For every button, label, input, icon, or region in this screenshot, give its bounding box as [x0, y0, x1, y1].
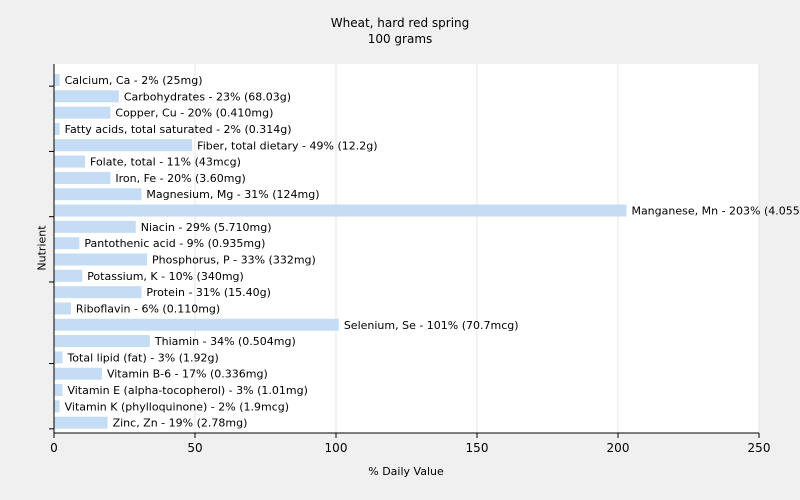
bar	[54, 90, 119, 103]
x-tick-label: 250	[748, 441, 771, 455]
x-tick-label: 0	[50, 441, 58, 455]
bar-label: Pantothenic acid - 9% (0.935mg)	[84, 237, 265, 250]
bar-label: Folate, total - 11% (43mcg)	[90, 156, 241, 169]
bar	[54, 220, 136, 233]
bar	[54, 106, 111, 119]
x-tick-label: 200	[607, 441, 630, 455]
x-tick-label: 100	[325, 441, 348, 455]
chart-title: Wheat, hard red spring	[330, 16, 470, 30]
bar	[54, 318, 339, 331]
x-tick-label: 150	[466, 441, 489, 455]
bar-label: Zinc, Zn - 19% (2.78mg)	[113, 417, 248, 430]
bar	[54, 367, 102, 380]
bar	[54, 351, 63, 364]
bar-label: Fiber, total dietary - 49% (12.2g)	[197, 139, 377, 152]
chart-subtitle: 100 grams	[367, 32, 433, 46]
bar-label: Potassium, K - 10% (340mg)	[87, 270, 244, 283]
bar-label: Fatty acids, total saturated - 2% (0.314…	[65, 123, 292, 136]
bar	[54, 188, 142, 201]
bar	[54, 237, 80, 250]
bar-label: Carbohydrates - 23% (68.03g)	[124, 90, 291, 103]
bar	[54, 302, 71, 315]
plot-area	[54, 64, 759, 433]
bar	[54, 204, 627, 217]
x-axis-label: % Daily Value	[368, 465, 444, 478]
bar	[54, 171, 111, 184]
bar	[54, 269, 83, 282]
bar-label: Magnesium, Mg - 31% (124mg)	[146, 188, 319, 201]
bar-label: Manganese, Mn - 203% (4.055mg)	[631, 205, 800, 218]
bar	[54, 416, 108, 429]
bar-label: Thiamin - 34% (0.504mg)	[154, 335, 296, 348]
bar-label: Calcium, Ca - 2% (25mg)	[65, 74, 203, 87]
bar-label: Vitamin E (alpha-tocopherol) - 3% (1.01m…	[67, 384, 307, 397]
bar-label: Iron, Fe - 20% (3.60mg)	[115, 172, 245, 185]
bar-label: Riboflavin - 6% (0.110mg)	[76, 302, 220, 315]
bar	[54, 253, 148, 266]
bar-label: Selenium, Se - 101% (70.7mcg)	[344, 319, 519, 332]
bar-label: Vitamin K (phylloquinone) - 2% (1.9mcg)	[65, 400, 289, 413]
y-axis-label: Nutrient	[35, 225, 49, 271]
bar-label: Vitamin B-6 - 17% (0.336mg)	[107, 368, 268, 381]
bar-label: Total lipid (fat) - 3% (1.92g)	[66, 351, 218, 364]
bar	[54, 74, 60, 86]
bar	[54, 122, 60, 135]
x-tick-label: 50	[187, 441, 202, 455]
bar-label: Copper, Cu - 20% (0.410mg)	[115, 107, 273, 120]
bar-label: Phosphorus, P - 33% (332mg)	[152, 254, 316, 267]
bar	[54, 139, 193, 152]
bar	[54, 155, 86, 168]
bar-label: Niacin - 29% (5.710mg)	[141, 221, 272, 234]
bar	[54, 286, 142, 299]
bar	[54, 384, 63, 397]
bar	[54, 335, 150, 348]
bar-label: Protein - 31% (15.40g)	[146, 286, 271, 299]
bar	[54, 400, 60, 413]
